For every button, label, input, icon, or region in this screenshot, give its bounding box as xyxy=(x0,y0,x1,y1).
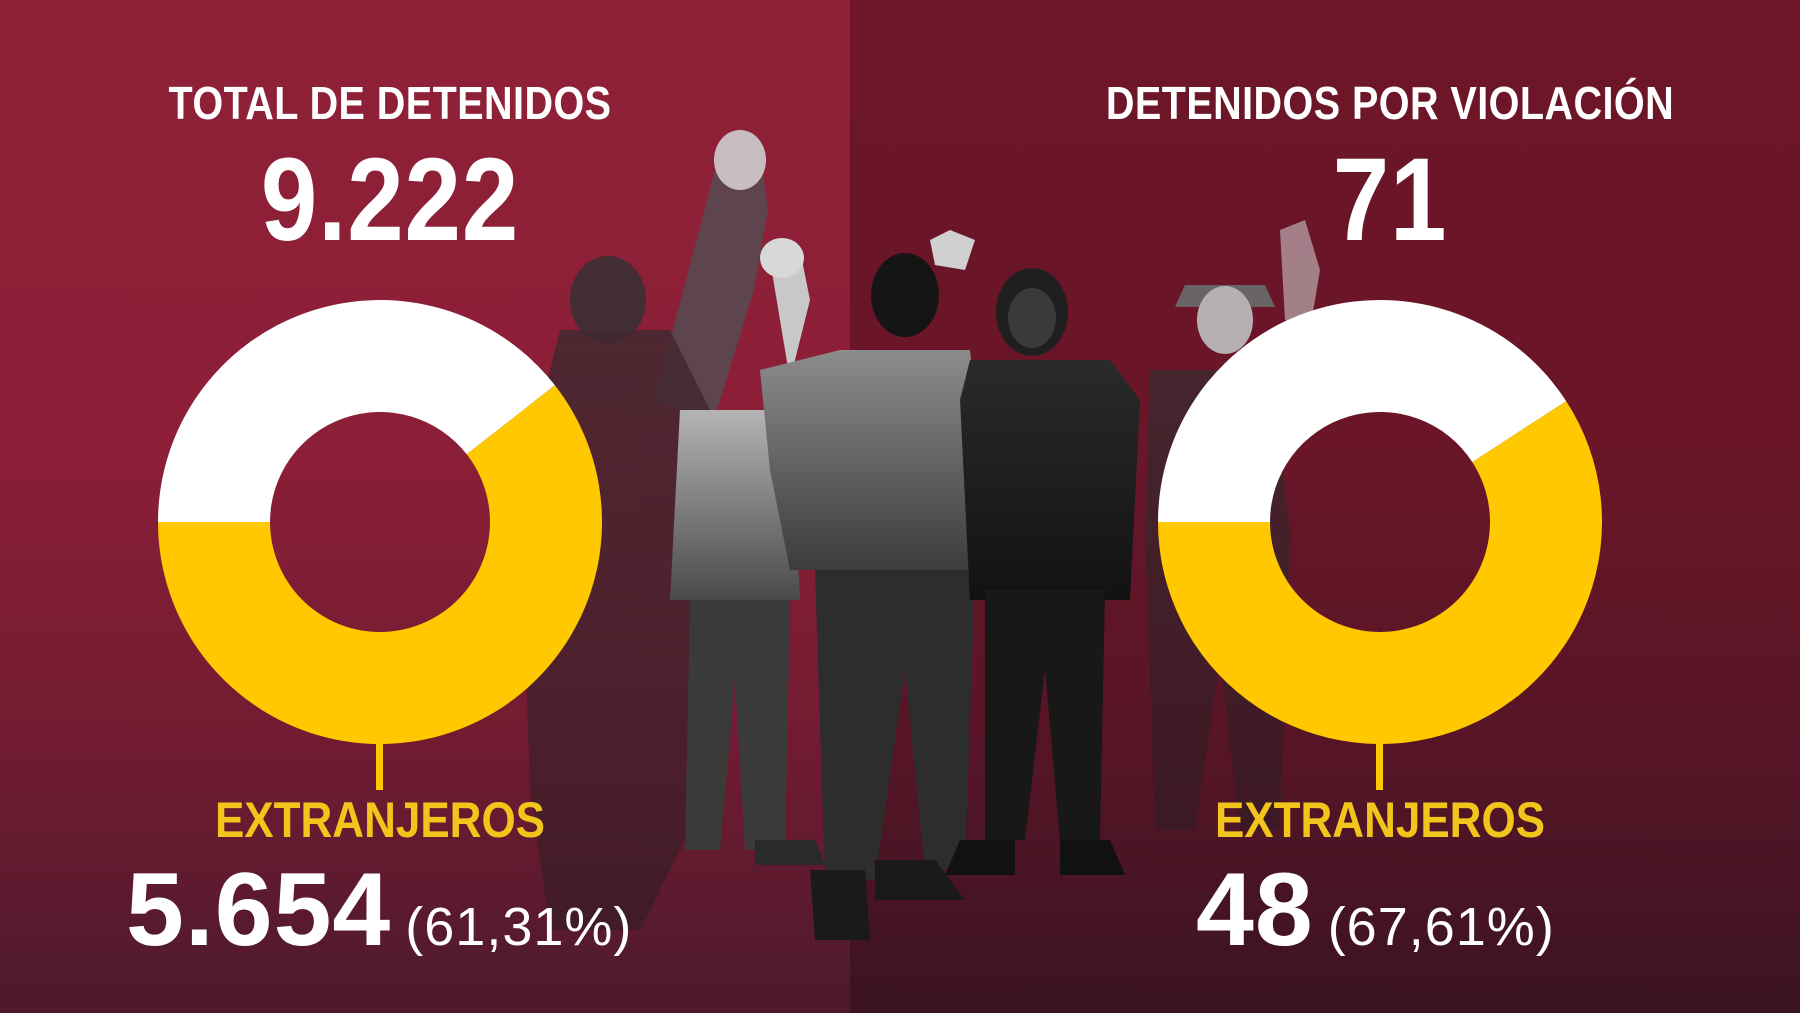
donut-segment-other xyxy=(158,300,555,522)
right-foreign-value: 48 xyxy=(1196,852,1314,968)
donut-connector-left xyxy=(376,742,383,790)
left-foreign-label: EXTRANJEROS xyxy=(214,792,546,848)
right-foreign-percent: (67,61%) xyxy=(1327,897,1555,957)
donut-connector-right xyxy=(1376,742,1383,790)
left-foreign-percent: (61,31%) xyxy=(405,897,633,957)
donut-segment-foreigners xyxy=(1158,401,1602,744)
left-total-value: 9.222 xyxy=(260,134,520,266)
left-foreign-stat: 5.654 (61,31%) xyxy=(126,855,632,965)
right-total-value: 71 xyxy=(1332,134,1448,266)
donut-segment-other xyxy=(1158,299,1567,522)
left-foreign-value: 5.654 xyxy=(126,852,392,968)
donut-chart-violacion xyxy=(1158,299,1602,744)
right-foreign-label: EXTRANJEROS xyxy=(1214,792,1546,848)
right-foreign-stat: 48 (67,61%) xyxy=(1196,855,1555,965)
donut-chart-total xyxy=(157,300,603,745)
right-title: DETENIDOS POR VIOLACIÓN xyxy=(1105,77,1675,129)
donut-segment-foreigners xyxy=(157,385,603,745)
left-title: TOTAL DE DETENIDOS xyxy=(168,77,612,129)
